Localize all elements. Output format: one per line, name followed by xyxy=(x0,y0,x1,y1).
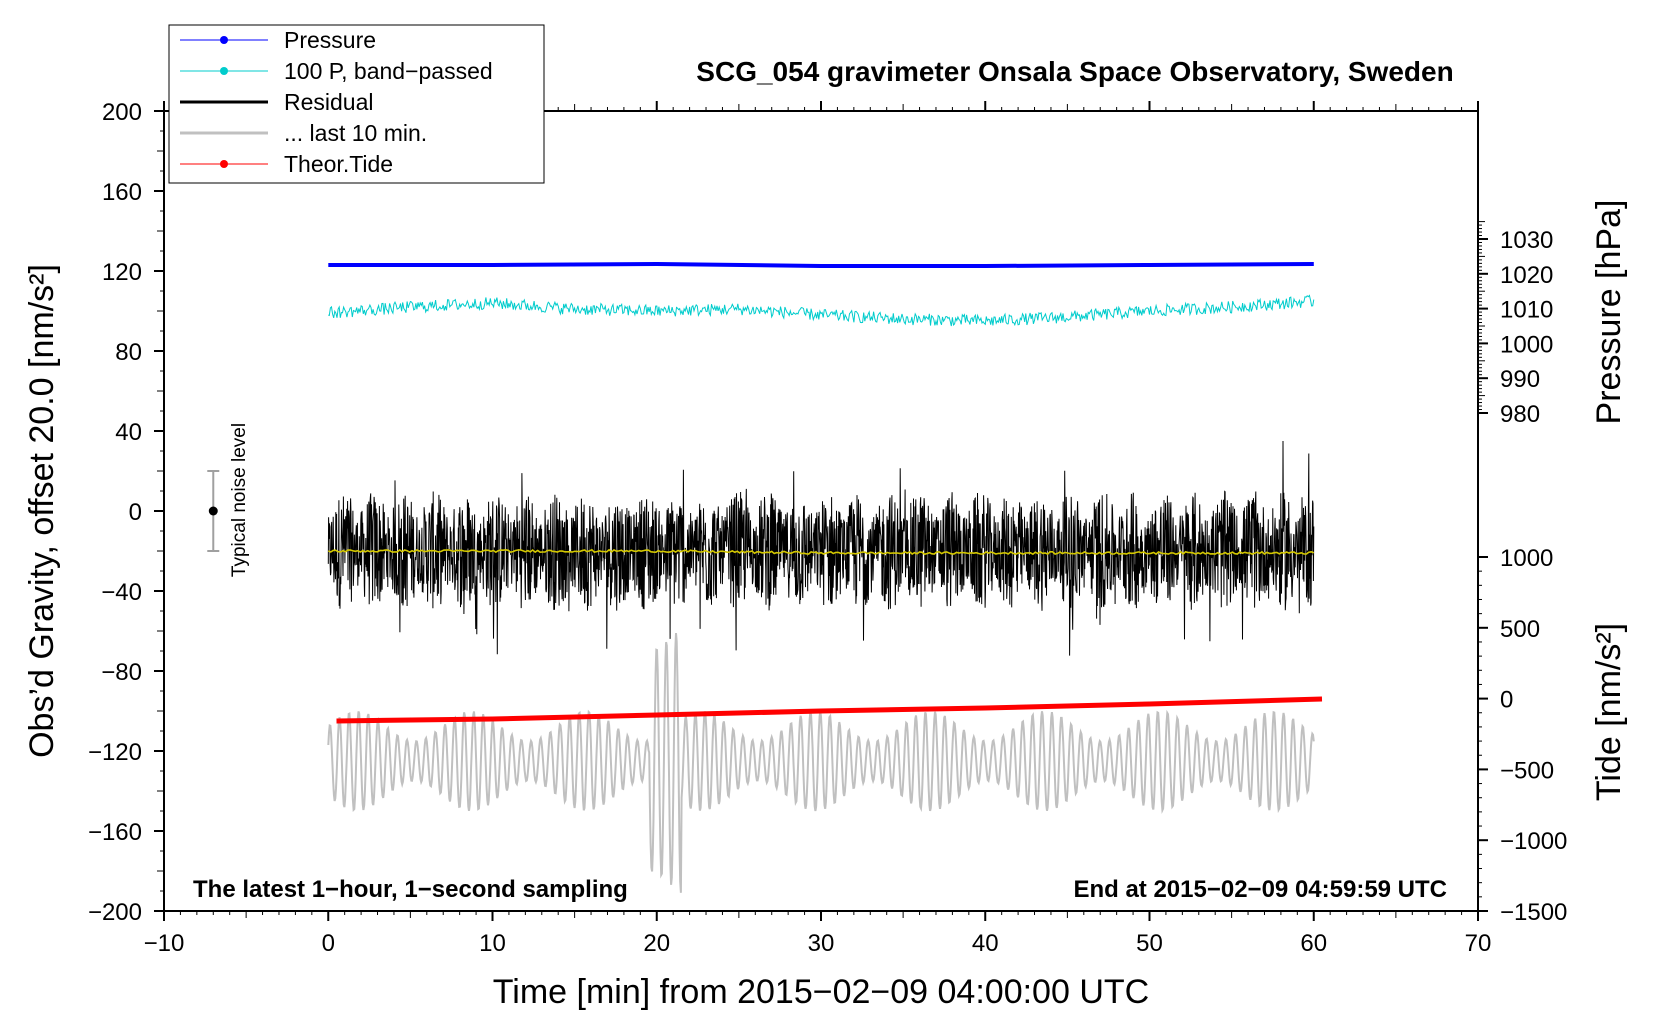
x-tick-label: 50 xyxy=(1136,930,1163,957)
last-10-min-series-line xyxy=(327,633,1315,893)
series-layer xyxy=(327,261,1323,893)
end-time-annotation: End at 2015−02−09 04:59:59 UTC xyxy=(1073,876,1447,903)
pressure-tick-label: 990 xyxy=(1500,366,1540,393)
x-axis-label: Time [min] from 2015−02−09 04:00:00 UTC xyxy=(493,973,1149,1011)
pressure-tick-label: 980 xyxy=(1500,401,1540,428)
y-tick-label: 120 xyxy=(102,259,142,286)
y-tick-label: 40 xyxy=(115,419,142,446)
x-tick-label: 30 xyxy=(808,930,835,957)
legend-marker-0 xyxy=(220,36,228,44)
legend-box xyxy=(168,24,545,184)
legend-label-1: 100 P, band−passed xyxy=(284,58,493,84)
x-tick-label: 10 xyxy=(479,930,506,957)
y-tick-label: 200 xyxy=(102,99,142,126)
theoretical-tide-line xyxy=(336,696,1323,724)
pressure-tick-label: 1000 xyxy=(1500,331,1553,358)
residual-series-line xyxy=(327,440,1315,656)
sampling-annotation: The latest 1−hour, 1−second sampling xyxy=(193,876,628,903)
y-axis-label-left: Obs’d Gravity, offset 20.0 [nm/s²] xyxy=(23,264,61,758)
legend-label-0: Pressure xyxy=(284,27,376,53)
y-tick-label: 0 xyxy=(129,499,142,526)
pressure-tick-label: 1020 xyxy=(1500,262,1553,289)
chart-title: SCG_054 gravimeter Onsala Space Observat… xyxy=(696,56,1453,87)
y-tick-label: −200 xyxy=(88,899,142,926)
tide-tick-label: 1000 xyxy=(1500,545,1553,572)
ticks-layer: −10 0 10 20 30 40 50 60 7020016012080400−40−80−1… xyxy=(88,99,1567,957)
x-tick-label: 70 xyxy=(1465,930,1492,957)
x-tick-label: 20 xyxy=(643,930,670,957)
x-tick-label: 60 xyxy=(1300,930,1327,957)
y-axis-label-tide: Tide [nm/s²] xyxy=(1590,623,1628,801)
noise-level-label: Typical noise level xyxy=(229,423,250,577)
legend-label-4: Theor.Tide xyxy=(284,151,393,177)
pressure-tick-label: 1010 xyxy=(1500,297,1553,324)
x-tick-label: −10 xyxy=(144,930,185,957)
pressure-series-line xyxy=(328,261,1314,268)
legend-marker-4 xyxy=(220,160,228,168)
noise-bar-center-dot xyxy=(208,506,218,516)
y-tick-label: −160 xyxy=(88,819,142,846)
y-tick-label: 80 xyxy=(115,339,142,366)
tide-tick-label: −1000 xyxy=(1500,828,1567,855)
band-passed-pressure-line xyxy=(328,294,1315,327)
x-tick-label: 40 xyxy=(972,930,999,957)
y-tick-label: −40 xyxy=(101,579,142,606)
y-axis-label-pressure: Pressure [hPa] xyxy=(1590,200,1628,425)
tide-tick-label: −500 xyxy=(1500,757,1554,784)
legend-label-3: ... last 10 min. xyxy=(284,120,427,146)
tide-tick-label: 0 xyxy=(1500,687,1513,714)
legend: Pressure 100 P, band−passed Residual ... la… xyxy=(168,24,545,184)
tide-tick-label: −1500 xyxy=(1500,899,1567,926)
residual-smoothed-line xyxy=(327,548,1315,556)
y-tick-label: −120 xyxy=(88,739,142,766)
legend-label-2: Residual xyxy=(284,89,374,115)
tide-tick-label: 500 xyxy=(1500,616,1540,643)
pressure-tick-label: 1030 xyxy=(1500,227,1553,254)
x-tick-label: 0 xyxy=(322,930,335,957)
legend-marker-1 xyxy=(220,67,228,75)
noise-bar xyxy=(207,470,220,552)
y-tick-label: 160 xyxy=(102,179,142,206)
y-tick-label: −80 xyxy=(101,659,142,686)
